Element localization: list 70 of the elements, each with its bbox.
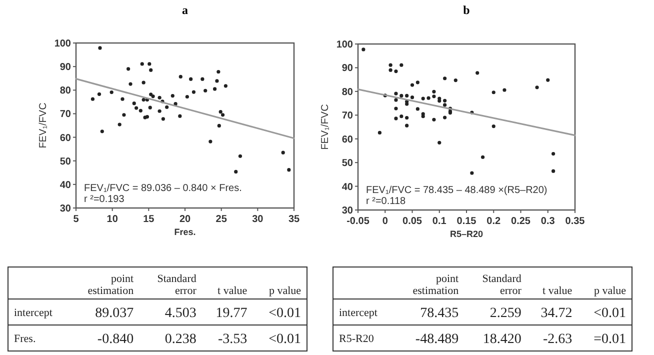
x-tick-label: 0.3 — [540, 216, 556, 227]
annotation: FEV₁/FVC = 78.435 – 48.489 ×(R5–R20) — [366, 185, 548, 196]
text: <0.01 — [268, 306, 302, 321]
x-tick-label: 0.15 — [456, 216, 477, 227]
text: 19.77 — [216, 306, 248, 321]
text: <0.01 — [594, 306, 626, 321]
x-tick-label: 35 — [288, 214, 300, 225]
text: <0.01 — [268, 332, 302, 347]
y-tick-label: 50 — [60, 156, 72, 168]
y-tick-label: 30 — [342, 206, 354, 216]
x-tick-label: 30 — [252, 214, 264, 225]
text: 89.037 — [95, 306, 134, 321]
x-tick-label: 0 — [382, 216, 388, 227]
y-tick-label: 60 — [60, 132, 72, 144]
y-tick-label: 30 — [60, 204, 72, 214]
y-tick-label: 50 — [342, 158, 354, 170]
x-axis-title: R5–R20 — [450, 229, 484, 239]
y-axis-title: FEV₁/FVC — [38, 102, 49, 148]
text: 4.503 — [164, 306, 196, 321]
x-tick-label: 5 — [73, 214, 80, 225]
x-tick-label: 25 — [216, 214, 228, 225]
y-tick-label: 90 — [60, 62, 72, 74]
text: -48.489 — [415, 332, 459, 347]
text: 78.435 — [420, 306, 459, 321]
text: -2.63 — [543, 332, 572, 347]
annotation: r ²=0.193 — [84, 194, 125, 205]
annotation: FEV₁/FVC = 89.036 – 0.840 × Fres. — [84, 183, 242, 194]
text: =0.01 — [594, 332, 626, 347]
y-axis-title: FEV₁/FVC — [320, 104, 331, 150]
text: t value — [542, 285, 572, 297]
text: intercept — [14, 306, 52, 319]
y-tick-label: 60 — [342, 134, 354, 146]
x-tick-label: 10 — [106, 214, 118, 225]
y-tick-label: 70 — [342, 110, 354, 122]
x-tick-label: 0.05 — [402, 216, 422, 227]
text: intercept — [339, 306, 378, 319]
text: p value — [268, 285, 302, 297]
text: Fres. — [14, 332, 36, 345]
text: t value — [218, 285, 248, 297]
y-tick-label: 40 — [60, 180, 72, 191]
chart-title: a — [182, 3, 188, 17]
text: 2.259 — [490, 306, 522, 321]
x-tick-label: 15 — [143, 214, 155, 225]
y-tick-label: 100 — [336, 40, 354, 50]
y-tick-label: 80 — [60, 86, 72, 97]
text: -0.840 — [97, 332, 134, 347]
text: R5-R20 — [339, 332, 374, 345]
y-tick-label: 70 — [60, 109, 72, 120]
x-tick-label: 0.35 — [565, 216, 586, 227]
x-tick-label: 20 — [179, 214, 191, 225]
text: point estimation — [88, 273, 134, 297]
text: -3.53 — [218, 332, 248, 347]
y-tick-label: 40 — [342, 182, 354, 193]
x-tick-label: 0.2 — [486, 216, 502, 227]
text: point estimation — [412, 273, 460, 297]
text: Standard error — [157, 273, 197, 297]
chart-title: b — [463, 3, 470, 17]
text: p value — [594, 285, 626, 297]
x-tick-label: 0.1 — [432, 216, 447, 227]
text: Standard error — [482, 273, 522, 297]
y-tick-label: 80 — [342, 86, 354, 98]
annotation: r ²=0.118 — [366, 196, 406, 207]
text: 34.72 — [540, 306, 572, 321]
y-tick-label: 90 — [342, 63, 354, 74]
text: 0.238 — [164, 332, 196, 347]
y-tick-label: 100 — [54, 38, 72, 50]
text: 18.420 — [482, 332, 522, 347]
x-tick-label: -0.05 — [346, 216, 370, 227]
x-axis-title: Fres. — [174, 227, 196, 237]
x-tick-label: 0.25 — [511, 216, 531, 227]
